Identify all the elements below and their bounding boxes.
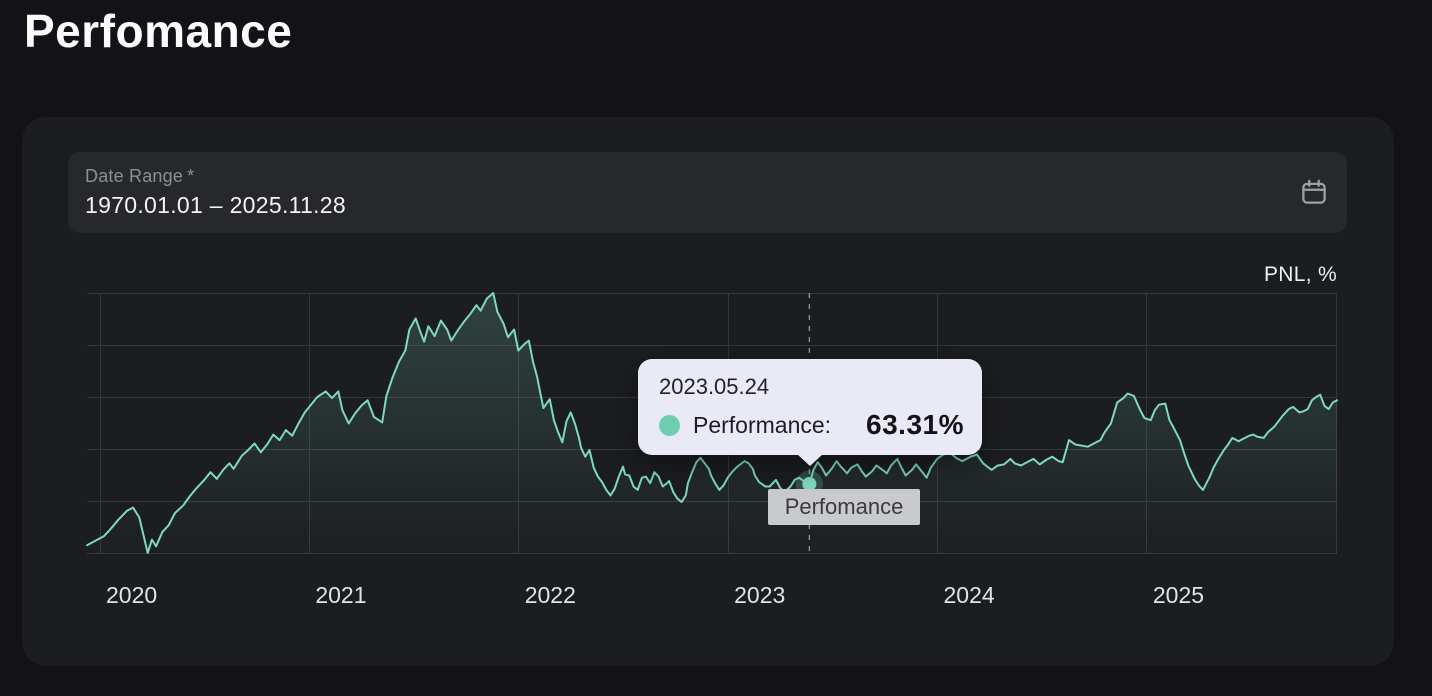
x-axis-tick-label: 2024 [943,582,995,608]
x-axis-tick-label: 2022 [524,582,576,608]
tooltip-series-row: Performance: 63.31% [659,409,966,441]
series-area [87,293,1337,554]
x-axis-tick-label: 2025 [1152,582,1205,608]
tooltip-arrow [797,454,823,466]
series-line [86,292,1338,554]
x-axis-labels: 2020 2021 2022 2023 2024 2025 [87,293,1337,608]
chart-tooltip: 2023.05.24 Performance: 63.31% [638,359,982,466]
tooltip-date: 2023.05.24 [659,374,770,399]
date-range-label: Date Range * [85,166,195,186]
performance-card: Date Range * 1970.01.01 – 2025.11.28 PNL,… [22,117,1394,666]
x-axis-tick-label: 2023 [734,582,786,608]
x-axis-tick-label: 2020 [105,582,158,608]
x-axis-tick-label: 2021 [315,582,367,608]
y-axis-unit-label: PNL, % [1264,263,1337,286]
required-asterisk: * [187,166,195,186]
date-range-field[interactable]: Date Range * 1970.01.01 – 2025.11.28 [68,152,1347,233]
tooltip-value: 63.31% [866,409,964,440]
series-label-badge: Perfomance [768,489,920,525]
pnl-chart[interactable]: 2020 2021 2022 2023 2024 2025 Perfomance 2023… [86,292,1338,608]
series-dot-icon [659,414,680,436]
page-title: Perfomance [24,5,293,57]
date-range-value: 1970.01.01 – 2025.11.28 [85,192,346,218]
calendar-icon [1302,179,1326,204]
highlight-point [802,476,817,491]
tooltip-series-label: Performance: [693,411,832,438]
calendar-button[interactable] [1297,175,1331,209]
